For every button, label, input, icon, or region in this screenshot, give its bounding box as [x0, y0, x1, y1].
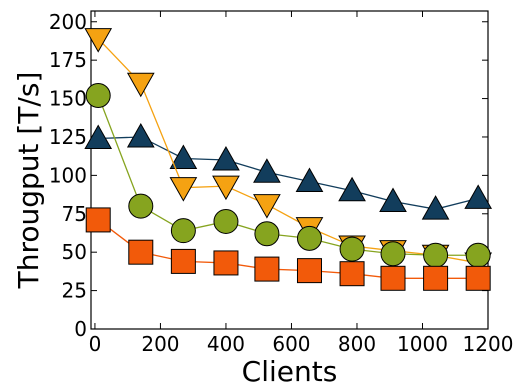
axis-ticks: 0 200 400 600 800 1000 1200 0 25 50 75 100 125 150 175…: [49, 10, 514, 356]
series-line: [98, 136, 479, 210]
data-point: [213, 208, 239, 234]
data-point: [126, 72, 155, 98]
data-point: [126, 122, 155, 148]
data-point: [128, 239, 154, 265]
data-point: [169, 144, 198, 169]
data-point: [380, 265, 406, 291]
y-tick-label: 50: [62, 240, 87, 264]
y-tick-label: 175: [49, 48, 87, 72]
data-point: [339, 261, 365, 287]
x-tick-label: 400: [207, 332, 245, 356]
data-point: [338, 176, 366, 202]
y-tick-label: 150: [49, 87, 87, 111]
data-point: [380, 241, 406, 267]
y-tick-label: 125: [49, 125, 87, 149]
data-point: [254, 221, 280, 247]
series-square: [85, 207, 491, 291]
x-axis-label: Clients: [242, 355, 338, 388]
data-point: [213, 250, 239, 276]
x-tick-label: 800: [338, 332, 376, 356]
data-point: [170, 248, 196, 274]
data-point: [85, 207, 111, 233]
data-point: [169, 177, 198, 202]
data-point: [128, 193, 154, 219]
y-tick-label: 0: [74, 317, 87, 341]
y-axis-label: Througput [T/s]: [12, 72, 45, 290]
data-point: [379, 187, 407, 212]
x-tick-label: 600: [272, 332, 310, 356]
data-point: [465, 242, 491, 268]
data-point: [465, 265, 491, 291]
data-point: [212, 175, 240, 201]
y-tick-label: 25: [62, 279, 87, 303]
x-tick-label: 200: [141, 332, 179, 356]
data-point: [423, 265, 449, 291]
data-point: [296, 225, 322, 251]
series-triangle-up: [84, 122, 493, 220]
plot-frame: [90, 10, 489, 330]
series-circle: [85, 82, 491, 268]
data-point: [464, 184, 493, 209]
data-point: [253, 158, 281, 183]
data-point: [253, 194, 281, 219]
data-point: [170, 218, 196, 244]
data-point: [295, 167, 324, 193]
data-point: [339, 236, 365, 262]
y-tick-label: 75: [62, 202, 87, 226]
x-tick-label: 0: [89, 332, 102, 356]
series-line: [97, 219, 479, 279]
data-point: [84, 124, 113, 150]
x-tick-label: 1200: [463, 332, 514, 356]
series-layer: [84, 28, 493, 291]
data-point: [423, 242, 449, 268]
x-tick-label: 1000: [397, 332, 448, 356]
data-point: [85, 82, 111, 108]
data-point: [84, 28, 113, 53]
series-line: [97, 95, 479, 256]
y-tick-label: 200: [49, 10, 87, 34]
series-line: [97, 38, 479, 264]
data-point: [296, 258, 322, 284]
data-point: [254, 256, 280, 282]
data-point: [212, 145, 240, 171]
data-point: [421, 195, 450, 220]
y-tick-label: 100: [49, 163, 87, 187]
series-triangle-down: [84, 28, 493, 277]
